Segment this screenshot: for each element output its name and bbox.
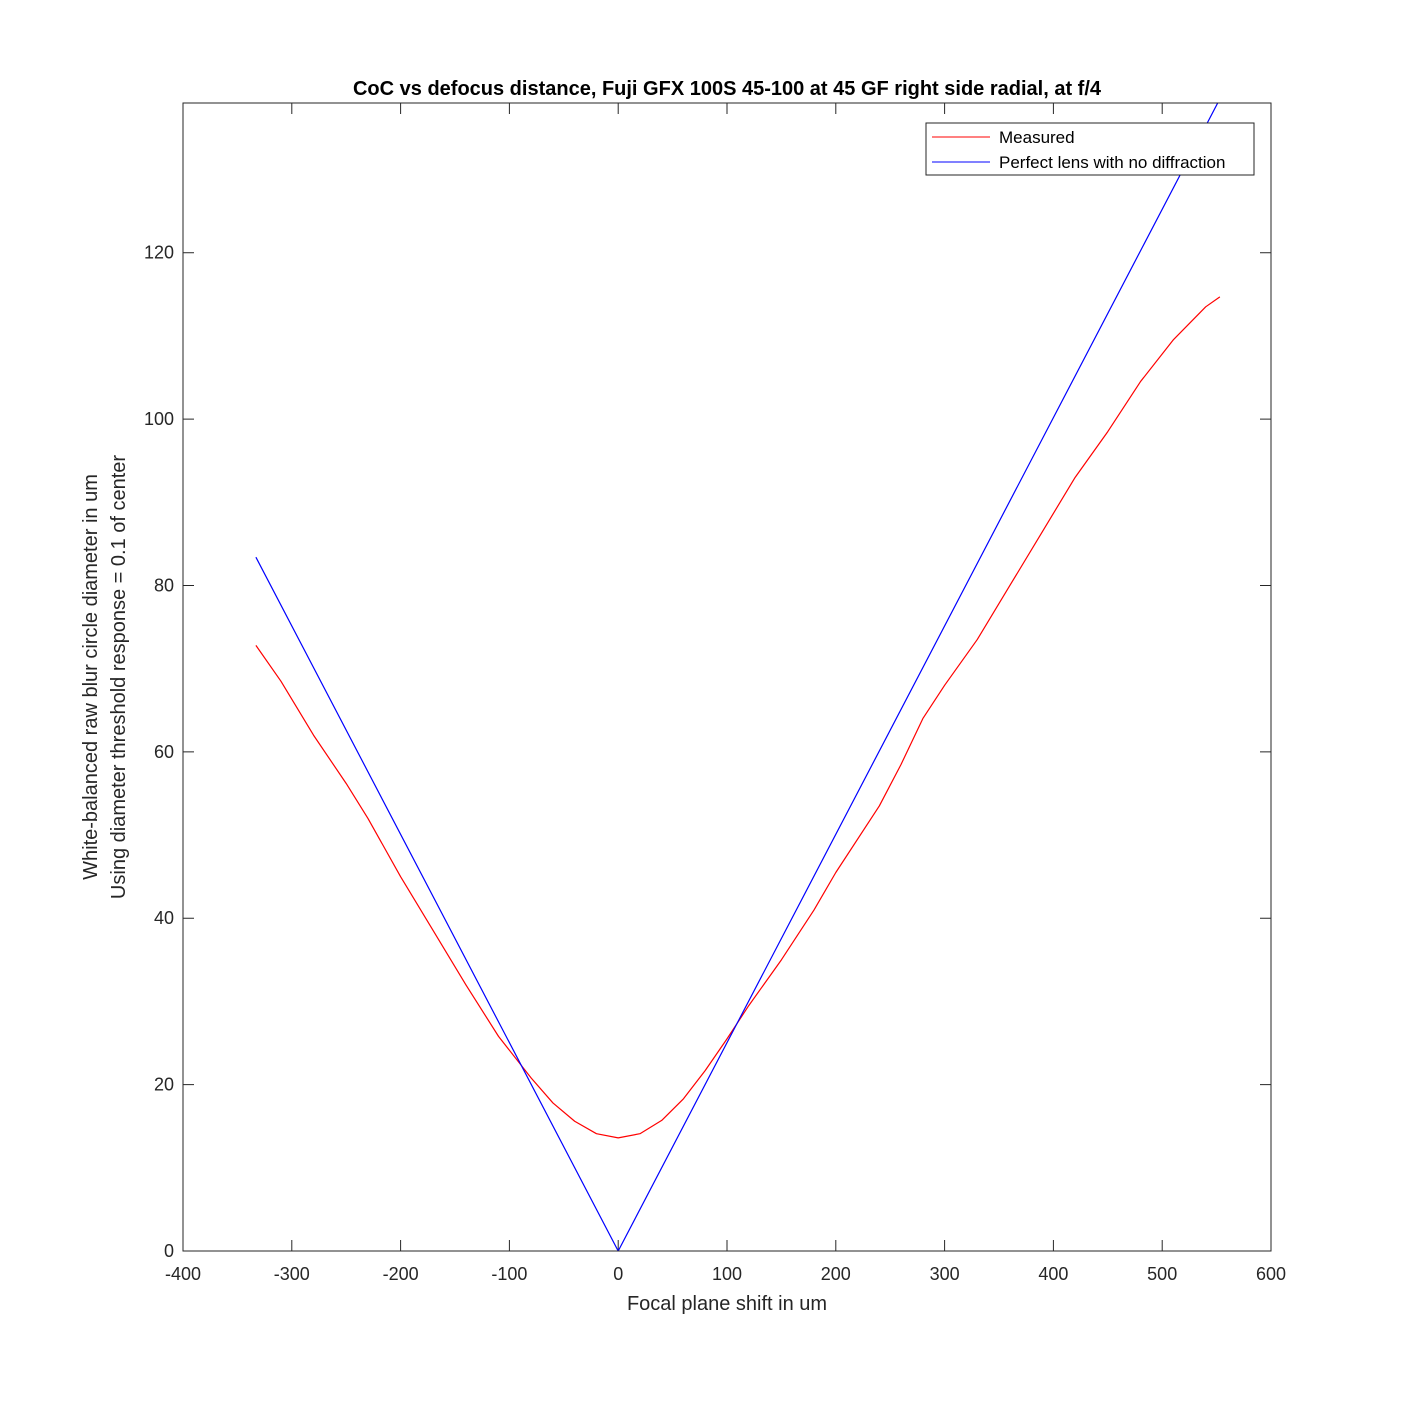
plot-area — [183, 103, 1271, 1251]
y-axis-label-line2: Using diameter threshold response = 0.1 … — [108, 455, 130, 899]
tick-labels: -400 -300 -200 -100 0 100 200 300 400 500 600 0 20 40… — [144, 243, 1286, 1284]
x-tick-label: -200 — [383, 1264, 419, 1284]
x-tick-label: 0 — [613, 1264, 623, 1284]
x-axis-label: Focal plane shift in um — [627, 1293, 827, 1315]
x-tick-label: 600 — [1256, 1264, 1286, 1284]
measured-series-line — [255, 296, 1221, 1139]
x-tick-label: 100 — [712, 1264, 742, 1284]
plot-frame — [182, 102, 1272, 1252]
x-tick-label: -300 — [274, 1264, 310, 1284]
y-tick-label: 20 — [154, 1075, 174, 1095]
chart-title: CoC vs defocus distance, Fuji GFX 100S 4… — [353, 78, 1102, 100]
x-tick-label: 300 — [930, 1264, 960, 1284]
y-tick-label: 60 — [154, 742, 174, 762]
perfect-lens-series-line — [255, 103, 1219, 1251]
y-tick-label: 40 — [154, 908, 174, 928]
legend: Measured Perfect lens with no diffractio… — [925, 122, 1255, 176]
y-tick-label: 100 — [144, 409, 174, 429]
x-tick-label: 500 — [1147, 1264, 1177, 1284]
series-lines — [255, 103, 1221, 1251]
legend-box — [925, 122, 1255, 176]
legend-label-measured: Measured — [999, 128, 1075, 147]
y-tick-label: 0 — [164, 1241, 174, 1261]
x-tick-label: 200 — [821, 1264, 851, 1284]
x-tick-label: -400 — [165, 1264, 201, 1284]
y-tick-label: 120 — [144, 243, 174, 263]
y-axis-label-line1: White-balanced raw blur circle diameter … — [80, 474, 102, 880]
legend-label-perfect-lens: Perfect lens with no diffraction — [999, 153, 1225, 172]
y-tick-label: 80 — [154, 575, 174, 595]
x-tick-label: 400 — [1038, 1264, 1068, 1284]
x-tick-label: -100 — [491, 1264, 527, 1284]
